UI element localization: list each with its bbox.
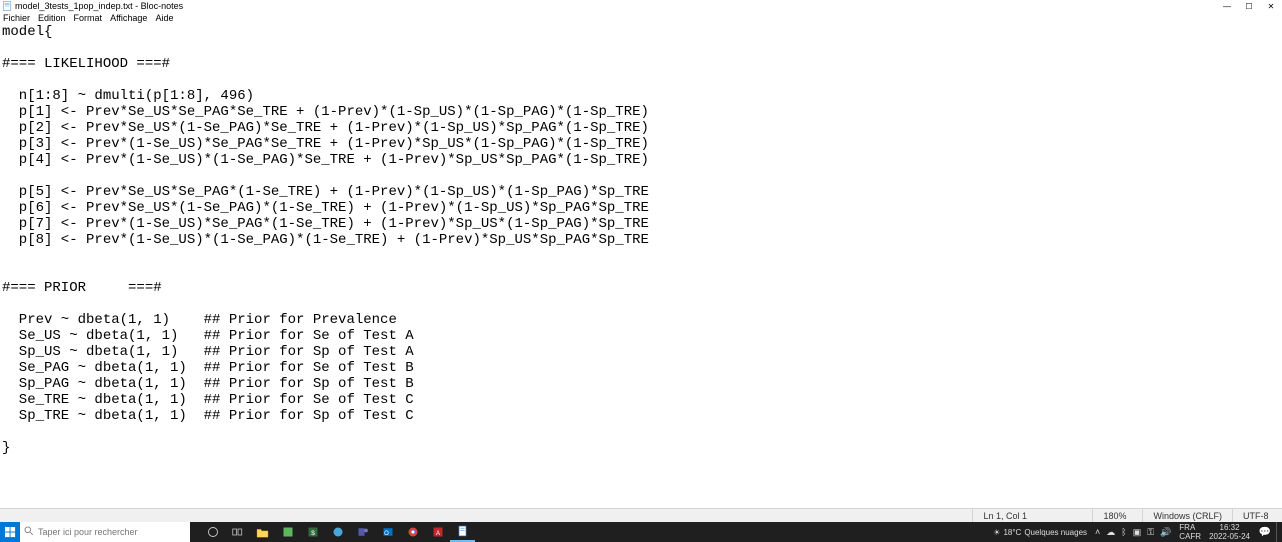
statusbar: Ln 1, Col 1 180% Windows (CRLF) UTF-8	[0, 508, 1282, 522]
tray-onedrive-icon[interactable]: ☁	[1106, 527, 1115, 538]
tray-volume-icon[interactable]: 🔊	[1160, 527, 1171, 538]
lang-top: FRA	[1179, 523, 1201, 532]
system-tray: ☀ 18°C Quelques nuages ˄ ☁ ᛒ ▣ ⚿ 🔊 FRA C…	[993, 522, 1282, 542]
notepad-icon	[2, 1, 12, 11]
menu-view[interactable]: Affichage	[110, 13, 147, 23]
action-center-icon[interactable]: 💬	[1258, 527, 1272, 538]
start-button[interactable]	[0, 522, 20, 542]
tray-weather[interactable]: ☀ 18°C Quelques nuages	[993, 528, 1087, 537]
menu-format[interactable]: Format	[74, 13, 103, 23]
weather-temp: 18°C	[1003, 528, 1021, 537]
show-desktop-button[interactable]	[1276, 522, 1280, 542]
titlebar-left: model_3tests_1pop_indep.txt - Bloc-notes	[0, 1, 183, 11]
notepad-taskbar-icon[interactable]	[450, 522, 475, 542]
status-line-ending: Windows (CRLF)	[1142, 509, 1232, 522]
clock-time: 16:32	[1209, 523, 1250, 532]
maximize-button[interactable]: ☐	[1238, 0, 1260, 12]
browser-icon[interactable]	[325, 522, 350, 542]
search-input[interactable]	[38, 527, 178, 537]
weather-desc: Quelques nuages	[1024, 528, 1087, 537]
windows-icon	[5, 527, 16, 538]
outlook-icon[interactable]: O	[375, 522, 400, 542]
tray-battery-icon[interactable]: ▣	[1133, 527, 1142, 538]
menu-help[interactable]: Aide	[155, 13, 173, 23]
menu-file[interactable]: Fichier	[3, 13, 30, 23]
close-button[interactable]: ✕	[1260, 0, 1282, 12]
app-dollar-icon[interactable]: $	[300, 522, 325, 542]
search-icon	[24, 526, 34, 538]
taskview-icon[interactable]	[225, 522, 250, 542]
tray-language[interactable]: FRA CAFR	[1179, 523, 1201, 541]
tray-chevron-icon[interactable]: ˄	[1095, 527, 1100, 537]
status-encoding: UTF-8	[1232, 509, 1282, 522]
taskbar-spacer	[475, 522, 993, 542]
taskbar-gap	[190, 522, 200, 542]
editor-content[interactable]: model{ #=== LIKELIHOOD ===# n[1:8] ~ dmu…	[2, 24, 1280, 456]
taskbar: $ O A ☀ 18°C Quelques nuages ˄ ☁ ᛒ ▣ ⚿ 🔊…	[0, 522, 1282, 542]
tray-bluetooth-icon[interactable]: ᛒ	[1121, 527, 1126, 537]
chrome-icon[interactable]	[400, 522, 425, 542]
cortana-icon[interactable]	[200, 522, 225, 542]
menubar: Fichier Edition Format Affichage Aide	[0, 12, 1282, 24]
explorer-icon[interactable]	[250, 522, 275, 542]
tray-icons: ˄ ☁ ᛒ ▣ ⚿ 🔊	[1091, 527, 1175, 538]
taskbar-search[interactable]	[20, 522, 190, 542]
status-position: Ln 1, Col 1	[972, 509, 1092, 522]
lang-bottom: CAFR	[1179, 532, 1201, 541]
status-zoom: 180%	[1092, 509, 1142, 522]
window-controls: — ☐ ✕	[1216, 0, 1282, 12]
editor-area[interactable]: model{ #=== LIKELIHOOD ===# n[1:8] ~ dmu…	[0, 24, 1282, 508]
titlebar: model_3tests_1pop_indep.txt - Bloc-notes…	[0, 0, 1282, 12]
tray-wifi-icon[interactable]: ⚿	[1147, 527, 1154, 538]
svg-text:O: O	[384, 531, 389, 537]
app-green-icon[interactable]	[275, 522, 300, 542]
taskbar-pinned-icons: $ O A	[200, 522, 475, 542]
minimize-button[interactable]: —	[1216, 0, 1238, 12]
window-title: model_3tests_1pop_indep.txt - Bloc-notes	[15, 1, 183, 11]
acrobat-icon[interactable]: A	[425, 522, 450, 542]
svg-text:$: $	[311, 530, 315, 537]
teams-icon[interactable]	[350, 522, 375, 542]
svg-text:A: A	[435, 531, 439, 537]
weather-icon: ☀	[993, 528, 1000, 537]
clock-date: 2022-05-24	[1209, 532, 1250, 541]
tray-clock[interactable]: 16:32 2022-05-24	[1205, 523, 1254, 541]
menu-edit[interactable]: Edition	[38, 13, 66, 23]
